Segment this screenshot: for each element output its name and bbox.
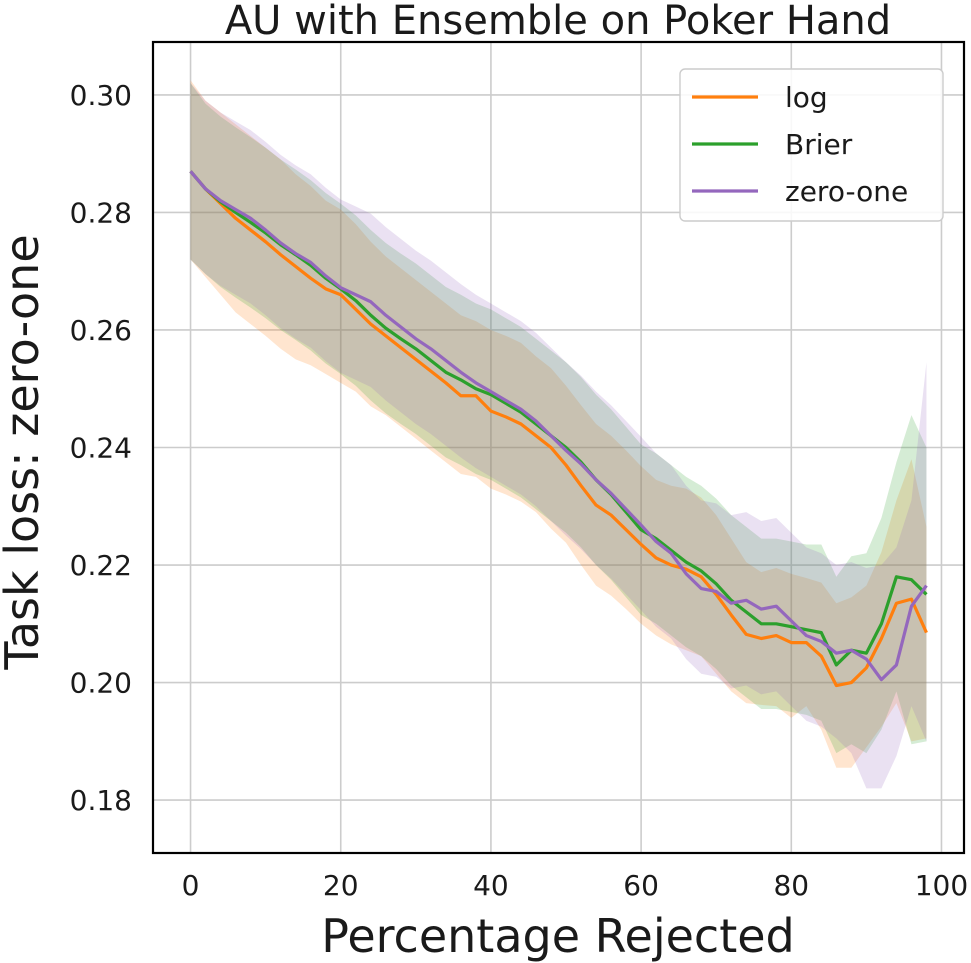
x-tick-label: 60 — [623, 869, 659, 902]
series-lines — [189, 170, 928, 688]
y-tick-label: 0.18 — [70, 784, 132, 817]
zero-one-confidence-band — [190, 83, 927, 789]
zero-one-series-line — [189, 170, 928, 682]
x-axis-label: Percentage Rejected — [321, 909, 795, 963]
y-tick-labels: 0.18 0.20 0.22 0.24 0.26 0.28 0.30 — [70, 79, 132, 817]
x-tick-labels: 0 20 40 60 80 100 — [182, 869, 969, 902]
legend-label-log: log — [785, 81, 828, 114]
x-tick-label: 100 — [915, 869, 968, 902]
Brier-confidence-band — [190, 83, 927, 754]
y-tick-label: 0.22 — [70, 549, 132, 582]
legend-label-Brier: Brier — [785, 128, 853, 161]
y-tick-label: 0.24 — [70, 432, 132, 465]
x-tick-label: 80 — [773, 869, 809, 902]
confidence-bands — [190, 80, 927, 789]
legend-label-zero-one: zero-one — [785, 175, 908, 208]
log-series-line — [189, 170, 928, 688]
y-axis-label: Task loss: zero-one — [0, 234, 49, 670]
legend-box — [679, 68, 944, 222]
y-tick-label: 0.26 — [70, 314, 132, 347]
x-tick-label: 40 — [473, 869, 509, 902]
log-confidence-band — [190, 80, 927, 768]
legend: log Brier zero-one — [679, 68, 944, 222]
x-tick-label: 20 — [323, 869, 359, 902]
y-tick-label: 0.20 — [70, 667, 132, 700]
x-tick-label: 0 — [182, 869, 200, 902]
plot-frame — [151, 40, 966, 855]
y-tick-label: 0.30 — [70, 79, 132, 112]
chart-title: AU with Ensemble on Poker Hand — [225, 0, 891, 44]
y-tick-label: 0.28 — [70, 196, 132, 229]
